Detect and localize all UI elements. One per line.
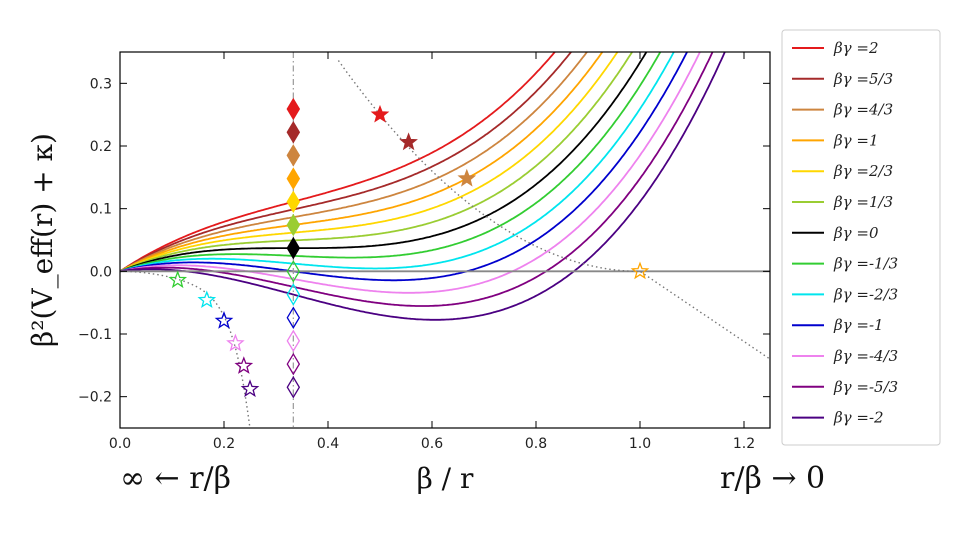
legend-entry: βγ =-1/3 [833, 255, 898, 273]
y-tick-label: 0.0 [90, 264, 112, 280]
diamond-marker-6 [286, 236, 301, 260]
series-line-3 [120, 52, 604, 273]
star-marker-3 [630, 261, 650, 280]
x-tick-label: 0.8 [525, 436, 547, 452]
axis-ticks: 0.0 0.2 0.4 0.6 0.8 1.0 1.2 0.3 0.2 0.1 0.0 −0.1 −0.… [78, 52, 770, 452]
legend-entry: βγ =5/3 [833, 70, 893, 88]
y-tick-label: 0.1 [90, 202, 112, 218]
series-line-7 [120, 52, 662, 273]
legend: βγ =2 βγ =5/3 βγ =4/3 βγ =1 βγ =2/3 βγ =1/3 βγ… [781, 29, 941, 446]
series-line-0 [120, 52, 557, 273]
series-line-9 [120, 52, 689, 282]
x-left-annotation: ∞ ← r/β [120, 461, 231, 496]
star-marker-7 [168, 270, 188, 289]
x-tick-label: 1.0 [629, 436, 651, 452]
series-curves [120, 52, 726, 321]
series-line-1 [120, 52, 573, 273]
legend-entry: βγ =-2/3 [833, 285, 898, 303]
series-line-11 [120, 52, 714, 307]
series-line-2 [120, 52, 589, 273]
legend-entry: βγ =4/3 [833, 101, 893, 119]
legend-entry: βγ =-5/3 [833, 378, 898, 396]
star-marker-9 [214, 310, 234, 329]
y-tick-label: −0.1 [78, 327, 112, 343]
star-marker-2 [457, 168, 477, 187]
star-marker-12 [240, 379, 260, 398]
legend-entry: βγ =-4/3 [833, 347, 898, 365]
diamond-marker-0 [286, 97, 301, 121]
legend-entry: βγ =1/3 [833, 193, 893, 211]
legend-entry: βγ =2/3 [833, 162, 893, 180]
star-marker-8 [197, 290, 217, 309]
x-tick-label: 0.0 [109, 436, 131, 452]
diamond-marker-3 [286, 167, 301, 190]
x-axis-label: β / r [417, 462, 474, 495]
diamond-marker-2 [286, 144, 301, 167]
y-tick-label: 0.2 [90, 139, 112, 155]
diamond-marker-8 [286, 283, 301, 306]
star-marker-10 [226, 333, 245, 352]
star-marker-1 [399, 132, 418, 151]
legend-box [781, 29, 941, 446]
x-tick-label: 0.6 [421, 436, 443, 452]
diamond-marker-9 [286, 306, 301, 329]
x-right-annotation: r/β → 0 [720, 461, 825, 496]
series-line-8 [120, 52, 675, 273]
diamond-marker-12 [286, 376, 301, 399]
legend-entry: βγ =0 [833, 224, 879, 242]
y-tick-label: −0.2 [78, 390, 112, 406]
diamond-marker-10 [286, 329, 301, 353]
star-marker-11 [234, 356, 254, 374]
diamond-marker-5 [286, 213, 301, 237]
series-line-4 [120, 52, 619, 273]
x-tick-label: 1.2 [733, 436, 755, 452]
series-line-6 [120, 52, 648, 273]
x-tick-label: 0.2 [213, 436, 235, 452]
stationary-point-locus [130, 60, 770, 428]
legend-entry: βγ =-1 [833, 316, 884, 334]
diamond-marker-7 [286, 260, 301, 283]
diamond-marker-1 [286, 120, 301, 144]
series-markers [168, 97, 650, 399]
star-marker-0 [370, 104, 390, 123]
diamond-marker-4 [286, 190, 301, 214]
guide-lines [120, 52, 770, 428]
legend-entry: βγ =1 [833, 131, 879, 149]
x-tick-label: 0.4 [317, 436, 339, 452]
series-line-5 [120, 52, 634, 273]
series-line-12 [120, 52, 726, 321]
plot-frame [119, 51, 771, 429]
legend-entry: βγ =-2 [833, 409, 884, 427]
series-line-10 [120, 52, 701, 294]
y-axis-label: β²(V_eff(r) + κ) [26, 133, 59, 347]
y-tick-label: 0.3 [90, 76, 112, 92]
diamond-marker-11 [286, 352, 301, 376]
legend-entry: βγ =2 [833, 39, 879, 57]
